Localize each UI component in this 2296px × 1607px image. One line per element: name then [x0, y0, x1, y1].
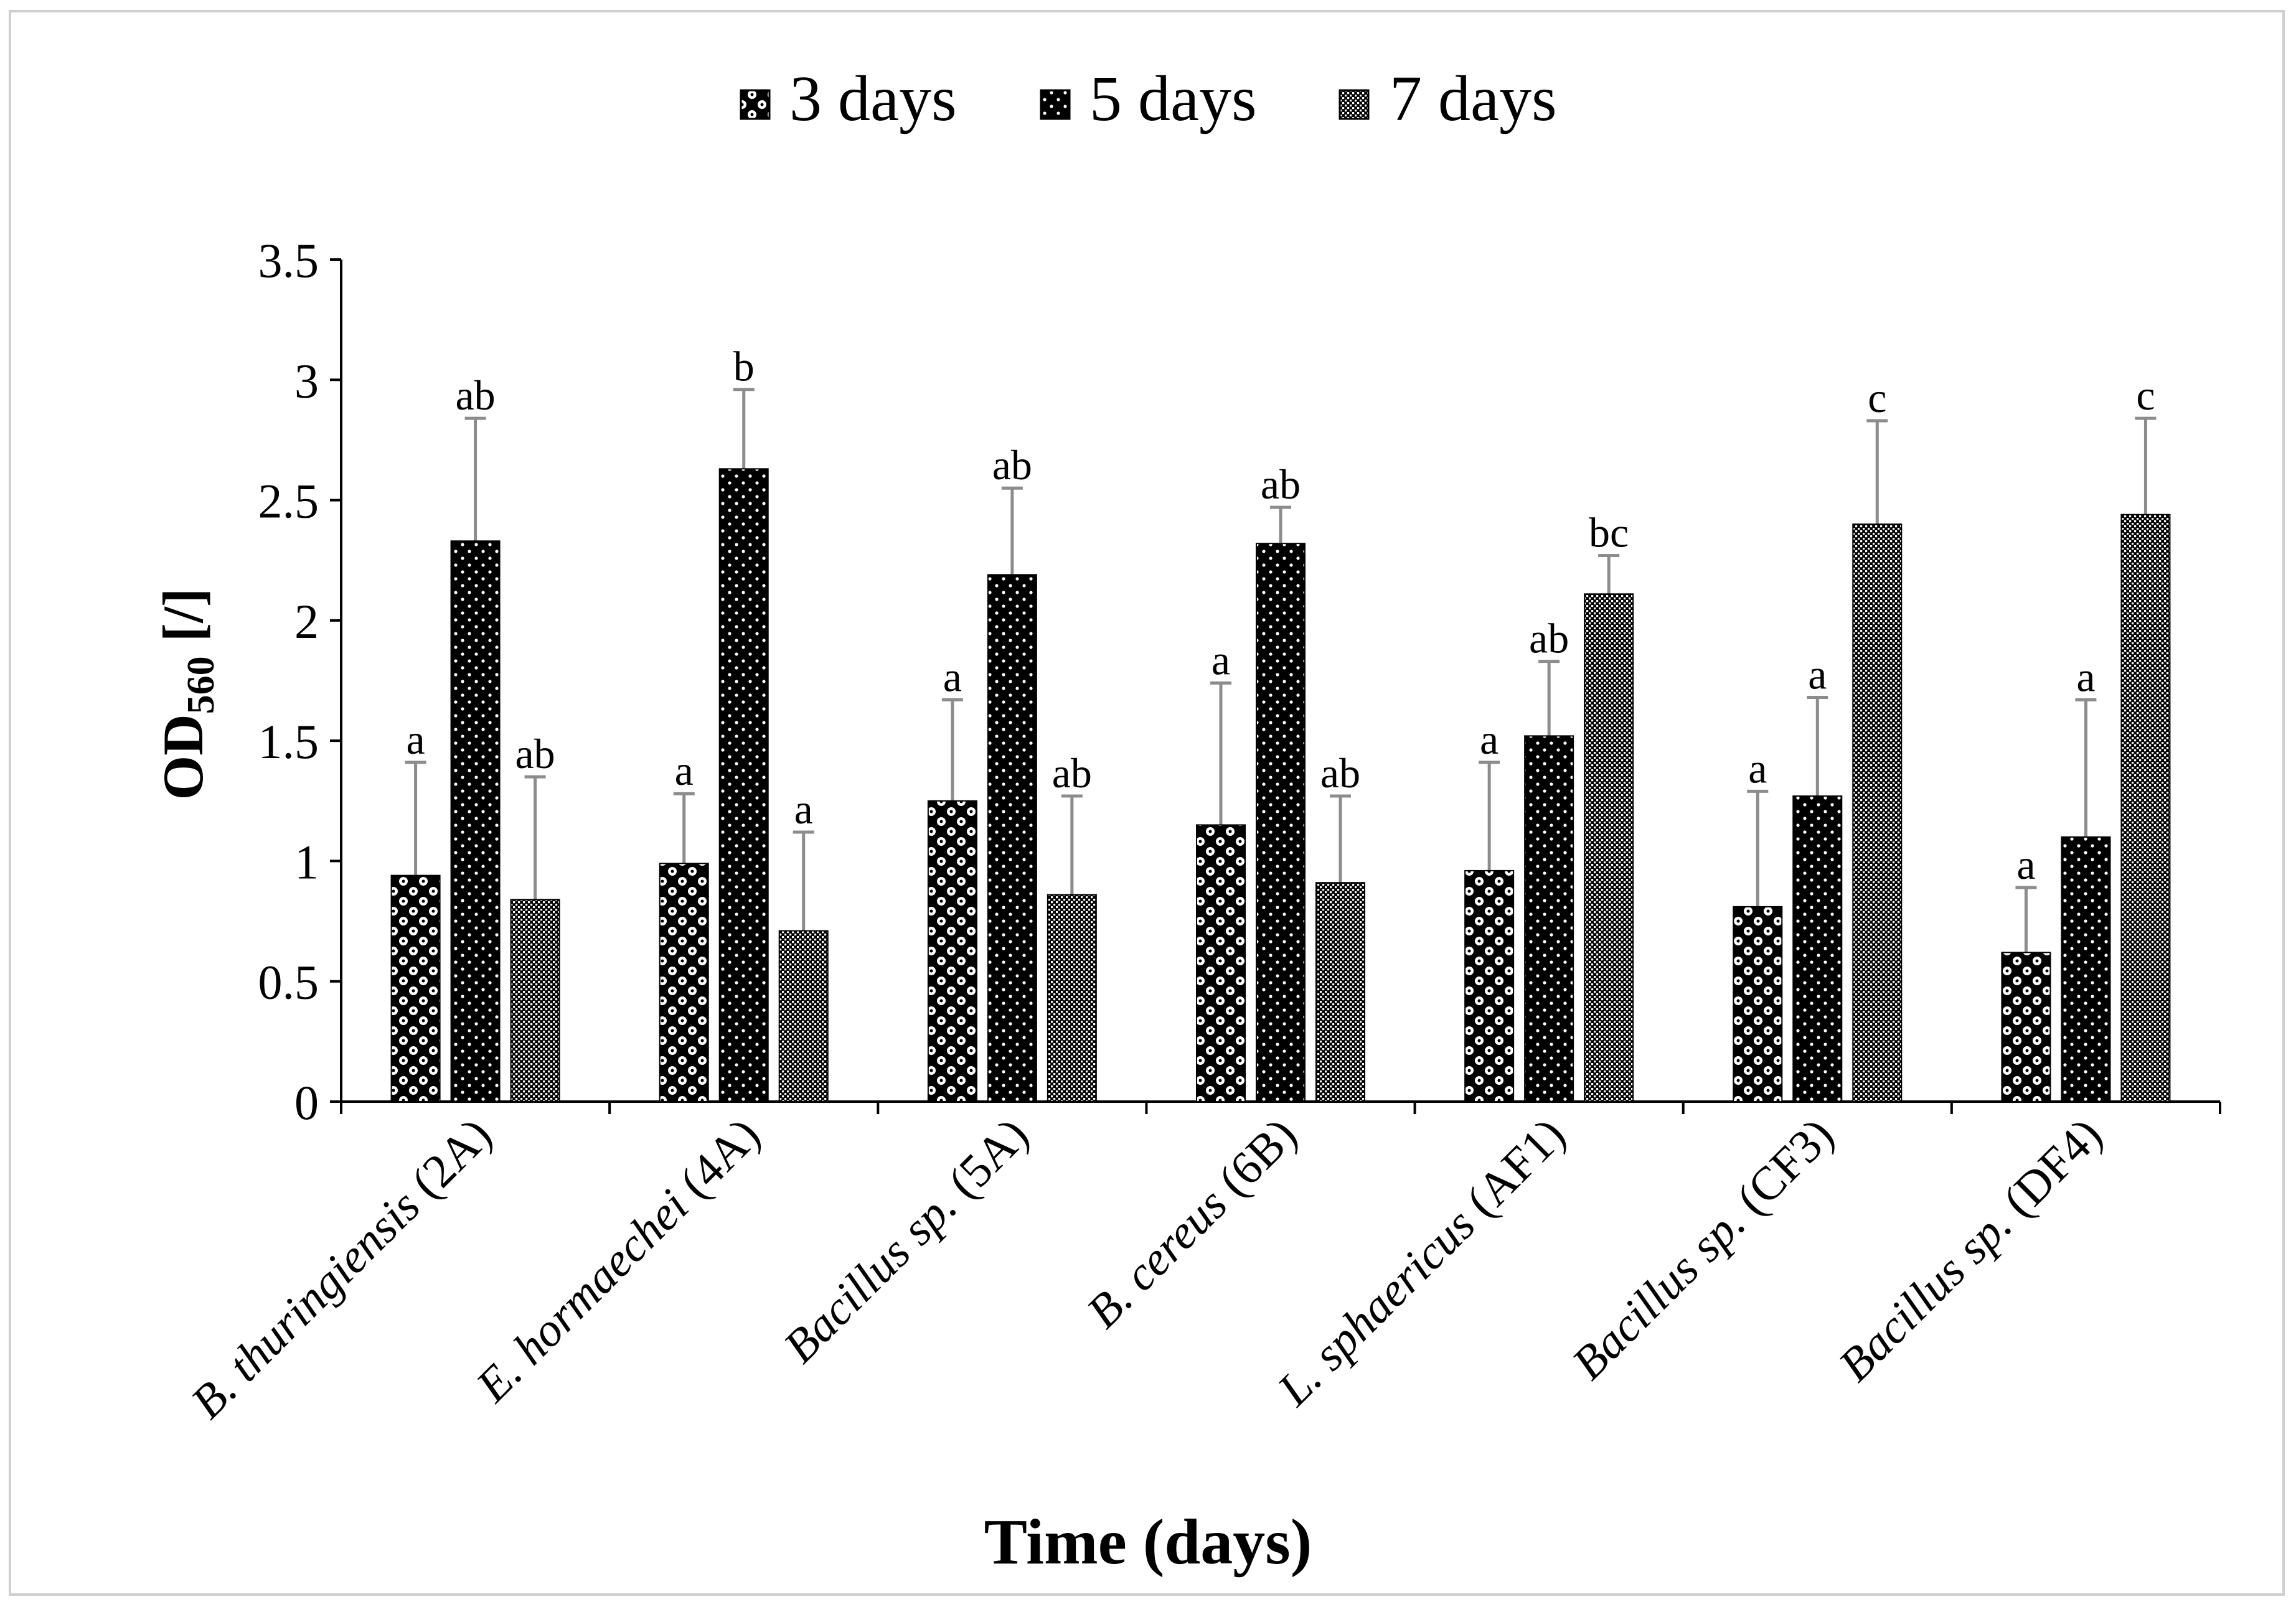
x-tick-label-plain: (CF3) — [1718, 1108, 1843, 1234]
bar-7-days — [1584, 593, 1634, 1102]
bar-3-days — [1464, 869, 1515, 1103]
y-tick-label: 0 — [294, 1075, 319, 1130]
significance-letter: ab — [992, 441, 1032, 489]
significance-letter: ab — [1320, 749, 1360, 797]
x-axis-title: Time (days) — [984, 1506, 1312, 1578]
x-tick-label-plain: (DF4) — [1985, 1108, 2112, 1235]
x-tick-label: B. thuringiensis (2A) — [181, 1108, 502, 1429]
bar-7-days — [2120, 513, 2171, 1102]
significance-letter: ab — [515, 730, 555, 777]
significance-letter: a — [1808, 651, 1827, 698]
significance-letter: a — [943, 653, 962, 700]
y-axis-title-main: OD — [151, 714, 215, 800]
x-tick-label-italic: Bacillus sp. — [774, 1180, 967, 1373]
legend-label-3-days: 3 days — [789, 63, 957, 134]
x-tick-label: Bacillus sp. (DF4) — [1828, 1108, 2112, 1392]
bar-7-days — [1315, 882, 1365, 1102]
x-tick-labels: B. thuringiensis (2A)E. hormaechei (4A)B… — [181, 1108, 2112, 1429]
x-tick-label-italic: L. sphaericus — [1268, 1198, 1485, 1416]
y-axis-title: OD560 [/] — [151, 588, 222, 800]
bar-3-days — [1733, 906, 1783, 1103]
significance-letter: a — [2076, 653, 2095, 700]
significance-letter: a — [675, 747, 694, 794]
x-tick-label: B. cereus (6B) — [1077, 1108, 1307, 1338]
y-axis-title-suffix: [/] — [151, 588, 215, 657]
significance-letter: a — [1748, 744, 1767, 792]
y-tick-labels: 0 0.5 1 1.5 2 2.5 3 3.5 — [258, 233, 319, 1130]
significance-letter: c — [2136, 372, 2155, 419]
x-tick-label: E. hormaechei (4A) — [466, 1108, 769, 1412]
legend-swatch-3-days — [740, 89, 771, 120]
bar-3-days — [1196, 824, 1246, 1102]
x-tick-label-italic: B. cereus — [1077, 1178, 1237, 1338]
bar-5-days — [718, 468, 769, 1102]
x-tick-label-italic: Bacillus sp. — [1828, 1198, 2021, 1391]
significance-letter: a — [794, 785, 813, 833]
y-tick-label: 3 — [294, 354, 319, 408]
bar-3-days — [390, 874, 441, 1102]
bar-7-days — [778, 930, 829, 1103]
chart-frame — [9, 10, 2285, 1596]
x-tick-label-italic: B. thuringiensis — [181, 1180, 430, 1429]
x-tick-label-plain: (AF1) — [1448, 1108, 1575, 1235]
significance-letter: ab — [1052, 749, 1092, 797]
legend-label-7-days: 7 days — [1390, 63, 1557, 134]
legend: 3 days 5 days 7 days — [740, 63, 1557, 134]
y-tick-label: 3.5 — [258, 233, 319, 288]
bar-5-days — [450, 540, 501, 1102]
x-tick-label-italic: Bacillus sp. — [1562, 1196, 1755, 1389]
bars — [390, 468, 2171, 1103]
y-axis-title-subscript: 560 — [180, 656, 222, 714]
bar-7-days — [510, 899, 560, 1103]
bar-5-days — [2061, 836, 2111, 1103]
y-tick-label: 0.5 — [258, 955, 319, 1010]
legend-swatch-7-days — [1339, 89, 1370, 120]
bar-3-days — [2001, 952, 2051, 1102]
significance-letter: bc — [1589, 508, 1629, 556]
bar-3-days — [927, 800, 977, 1103]
bar-5-days — [1792, 795, 1843, 1103]
significance-letter: ab — [455, 372, 495, 419]
bar-5-days — [987, 574, 1037, 1102]
significance-letter: b — [733, 343, 755, 390]
bar-5-days — [1524, 735, 1574, 1102]
significance-letter: a — [1212, 636, 1230, 683]
significance-letter: a — [406, 716, 425, 763]
bar-7-days — [1852, 523, 1903, 1102]
significance-letter: c — [1868, 374, 1886, 421]
significance-letter: ab — [1261, 461, 1301, 508]
legend-label-5-days: 5 days — [1089, 63, 1257, 134]
significance-letter: a — [2016, 841, 2035, 888]
legend-item-3-days: 3 days — [740, 63, 957, 134]
x-tick-label-italic: E. hormaechei — [466, 1180, 698, 1412]
legend-item-5-days: 5 days — [1040, 63, 1257, 134]
x-tick-label: Bacillus sp. (5A) — [774, 1108, 1038, 1373]
x-tick-label: L. sphaericus (AF1) — [1268, 1108, 1576, 1417]
legend-item-7-days: 7 days — [1339, 63, 1557, 134]
bar-7-days — [1047, 894, 1097, 1102]
y-tick-label: 1.5 — [258, 714, 319, 769]
x-tick-label: Bacillus sp. (CF3) — [1562, 1108, 1843, 1390]
y-tick-label: 1 — [294, 835, 319, 889]
significance-letter: ab — [1529, 615, 1569, 662]
y-tick-label: 2 — [294, 594, 319, 649]
legend-swatch-5-days — [1040, 89, 1071, 120]
y-tick-label: 2.5 — [258, 474, 319, 528]
bar-5-days — [1256, 543, 1306, 1102]
significance-letter: a — [1480, 716, 1499, 763]
bar-3-days — [659, 863, 709, 1103]
